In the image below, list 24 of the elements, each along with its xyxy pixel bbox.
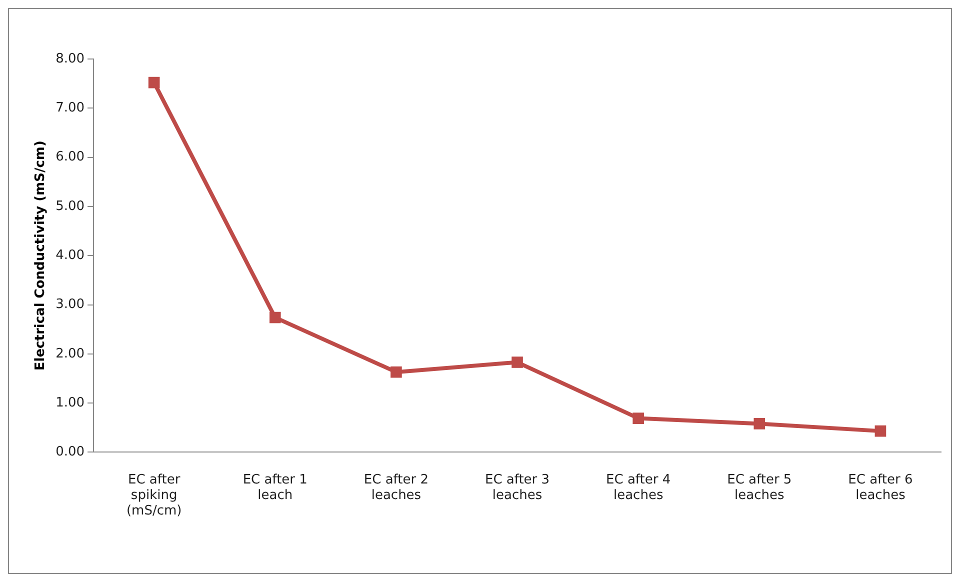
y-tick-label: 3.00 — [56, 297, 85, 312]
y-tick-label: 6.00 — [56, 150, 85, 165]
y-tick-label: 4.00 — [56, 248, 85, 263]
x-tick-label: EC after 5 leaches — [727, 472, 792, 503]
point — [512, 356, 523, 368]
point — [754, 418, 766, 430]
x-tick-label: EC after 1 leach — [242, 472, 308, 503]
point — [148, 76, 160, 88]
y-tick-label: 5.00 — [56, 198, 85, 214]
y-tick-label: 1.00 — [56, 395, 85, 410]
x-tick-label: EC after 3 leaches — [484, 472, 550, 503]
point — [269, 312, 281, 324]
x-tick-label: EC after spiking (mS/cm) — [126, 472, 182, 519]
y-tick-label: 8.00 — [56, 51, 85, 66]
y-axis-title: Electrical Conductivity (mS/cm) — [33, 140, 48, 371]
x-tick-label: EC after 2 leaches — [364, 472, 429, 503]
y-tick-label: 0.00 — [56, 444, 85, 460]
point — [632, 412, 644, 424]
x-tick-label: EC after 4 leaches — [606, 472, 671, 503]
y-tick-label: 2.00 — [56, 346, 85, 362]
point — [874, 425, 886, 437]
x-tick-label: EC after 6 leaches — [848, 472, 913, 503]
point — [390, 366, 402, 378]
y-tick-label: 7.00 — [56, 100, 85, 116]
